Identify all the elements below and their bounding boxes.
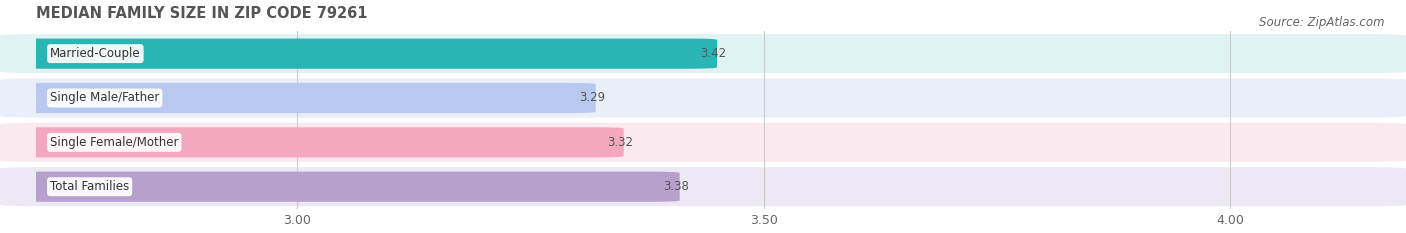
Text: Single Male/Father: Single Male/Father <box>51 92 159 104</box>
Text: 3.38: 3.38 <box>662 180 689 193</box>
FancyBboxPatch shape <box>8 127 624 158</box>
FancyBboxPatch shape <box>8 83 596 113</box>
Text: 3.32: 3.32 <box>607 136 633 149</box>
Text: 3.42: 3.42 <box>700 47 727 60</box>
FancyBboxPatch shape <box>8 172 679 202</box>
Text: Total Families: Total Families <box>51 180 129 193</box>
FancyBboxPatch shape <box>8 38 717 69</box>
FancyBboxPatch shape <box>0 123 1406 162</box>
FancyBboxPatch shape <box>0 34 1406 73</box>
Text: Single Female/Mother: Single Female/Mother <box>51 136 179 149</box>
Text: 3.29: 3.29 <box>579 92 605 104</box>
FancyBboxPatch shape <box>0 79 1406 117</box>
Text: Married-Couple: Married-Couple <box>51 47 141 60</box>
Text: MEDIAN FAMILY SIZE IN ZIP CODE 79261: MEDIAN FAMILY SIZE IN ZIP CODE 79261 <box>37 6 367 21</box>
Text: Source: ZipAtlas.com: Source: ZipAtlas.com <box>1260 16 1385 29</box>
FancyBboxPatch shape <box>0 167 1406 206</box>
